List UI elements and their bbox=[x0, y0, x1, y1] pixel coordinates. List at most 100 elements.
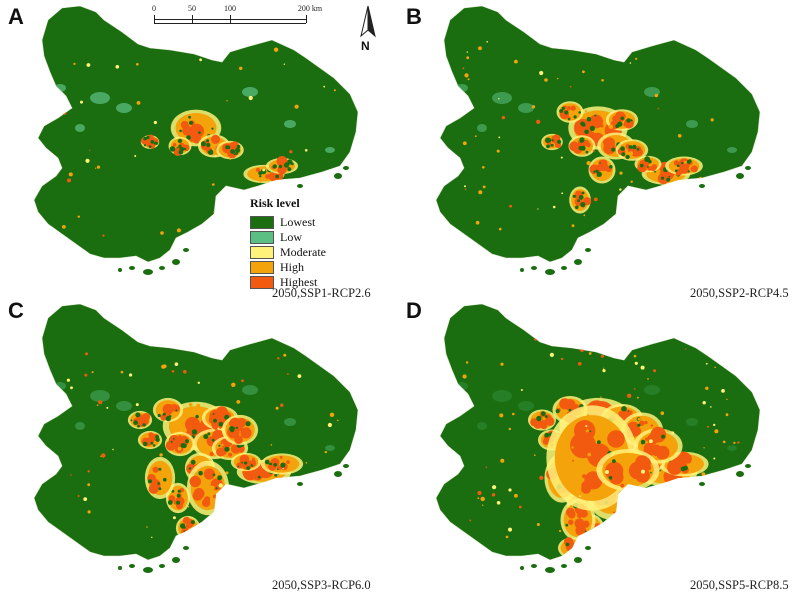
highest-risk-zone bbox=[577, 547, 581, 552]
risk-speck bbox=[560, 357, 564, 361]
map-panel-c: C 2050,SSP3-RCP6.0 bbox=[0, 298, 401, 596]
risk-speck bbox=[627, 393, 632, 398]
risk-speck bbox=[657, 107, 659, 110]
highest-risk-zone bbox=[568, 519, 574, 525]
lowest-risk-speck bbox=[609, 165, 613, 169]
lowest-risk-speck bbox=[211, 438, 215, 442]
risk-speck bbox=[500, 458, 505, 463]
lowest-risk-speck bbox=[589, 125, 595, 131]
risk-speck bbox=[466, 56, 470, 60]
lowest-risk-speck bbox=[143, 144, 147, 147]
risk-speck bbox=[70, 386, 73, 390]
risk-speck bbox=[283, 353, 287, 357]
highest-risk-zone bbox=[591, 530, 597, 535]
risk-speck bbox=[294, 104, 299, 109]
risk-speck bbox=[561, 192, 564, 195]
lowest-risk-speck bbox=[264, 459, 270, 465]
risk-speck bbox=[619, 188, 622, 191]
lowest-risk-speck bbox=[176, 493, 181, 498]
risk-speck bbox=[579, 492, 583, 496]
panel-caption-c: 2050,SSP3-RCP6.0 bbox=[272, 578, 371, 592]
highest-risk-zone bbox=[240, 427, 252, 439]
lowest-risk-speck bbox=[573, 115, 577, 119]
scale-label-200: 200 km bbox=[297, 4, 323, 13]
risk-speck bbox=[713, 423, 716, 427]
risk-layer bbox=[456, 41, 737, 231]
highest-risk-zone bbox=[589, 114, 603, 129]
island bbox=[343, 166, 349, 170]
region-map-d bbox=[435, 303, 761, 573]
risk-speck bbox=[91, 371, 94, 374]
lowest-risk-speck bbox=[640, 163, 644, 168]
risk-speck bbox=[136, 101, 141, 105]
island bbox=[574, 259, 582, 265]
risk-speck bbox=[218, 483, 223, 488]
risk-speck bbox=[248, 95, 253, 101]
lowest-risk-speck bbox=[142, 441, 148, 447]
risk-speck bbox=[197, 500, 202, 505]
risk-speck bbox=[308, 52, 313, 56]
risk-speck bbox=[273, 47, 279, 52]
risk-speck bbox=[151, 536, 153, 538]
risk-speck bbox=[715, 345, 719, 348]
risk-speck bbox=[553, 340, 558, 344]
risk-speck bbox=[98, 400, 103, 405]
highest-risk-zone bbox=[637, 162, 647, 173]
lowest-risk-speck bbox=[181, 532, 187, 539]
risk-speck bbox=[593, 197, 598, 202]
risk-speck bbox=[96, 165, 101, 169]
legend-item: Highest bbox=[250, 275, 370, 290]
lowest-risk-speck bbox=[608, 476, 613, 480]
lowest-risk-speck bbox=[661, 434, 666, 439]
map-panel-b: B 2050,SSP2-RCP4.5 bbox=[402, 0, 803, 301]
risk-speck bbox=[106, 406, 109, 409]
island bbox=[159, 266, 165, 270]
risk-speck bbox=[498, 98, 500, 100]
highest-risk-zone bbox=[286, 460, 290, 464]
lowest-risk-speck bbox=[586, 116, 592, 122]
risk-speck bbox=[465, 361, 469, 364]
risk-speck bbox=[482, 166, 485, 169]
highest-risk-zone bbox=[201, 498, 211, 507]
lowest-risk-speck bbox=[575, 205, 579, 210]
low-risk-patch bbox=[284, 120, 296, 128]
risk-speck bbox=[636, 486, 640, 490]
low-risk-patch bbox=[54, 84, 66, 92]
low-risk-patch bbox=[242, 87, 258, 97]
highest-risk-zone bbox=[279, 455, 283, 459]
highest-risk-zone bbox=[192, 490, 203, 501]
risk-speck bbox=[89, 149, 91, 151]
risk-speck bbox=[102, 234, 105, 237]
risk-speck bbox=[180, 341, 182, 344]
risk-speck bbox=[83, 497, 88, 501]
risk-speck bbox=[214, 154, 217, 158]
risk-speck bbox=[492, 485, 497, 490]
lowest-risk-speck bbox=[206, 142, 211, 148]
risk-speck bbox=[647, 378, 649, 380]
risk-speck bbox=[602, 369, 606, 373]
legend-item: High bbox=[250, 260, 370, 275]
lowest-risk-speck bbox=[258, 171, 262, 176]
risk-speck bbox=[100, 455, 102, 457]
risk-speck bbox=[670, 528, 675, 533]
lowest-risk-speck bbox=[578, 111, 581, 114]
lowest-risk-speck bbox=[183, 147, 187, 151]
lowest-risk-speck bbox=[272, 164, 277, 169]
highest-risk-zone bbox=[270, 458, 280, 468]
risk-speck bbox=[622, 200, 627, 204]
risk-speck bbox=[462, 67, 465, 70]
lowest-risk-speck bbox=[162, 412, 166, 416]
risk-speck bbox=[169, 444, 175, 449]
lowest-risk-speck bbox=[148, 145, 152, 149]
lowest-risk-speck bbox=[188, 120, 194, 125]
risk-speck bbox=[129, 373, 133, 377]
risk-speck bbox=[67, 178, 71, 183]
risk-speck bbox=[259, 180, 262, 183]
risk-speck bbox=[208, 149, 210, 151]
risk-speck bbox=[572, 459, 575, 462]
risk-speck bbox=[738, 504, 742, 507]
risk-speck bbox=[333, 89, 336, 92]
island bbox=[745, 166, 751, 170]
lowest-risk-speck bbox=[577, 199, 580, 203]
lowest-risk-speck bbox=[224, 446, 230, 452]
